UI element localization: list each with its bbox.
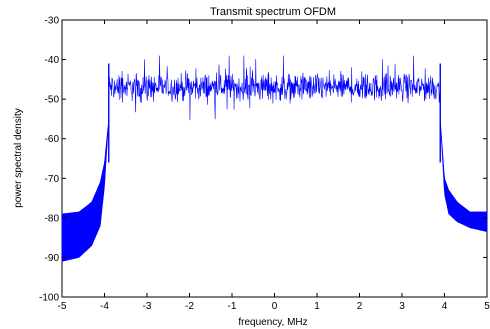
- chart-title: Transmit spectrum OFDM: [210, 6, 336, 18]
- y-tick-label: -30: [45, 16, 60, 27]
- x-tick-label: 2: [357, 301, 363, 312]
- y-tick-label: -40: [45, 55, 60, 66]
- passband-trace: [108, 55, 441, 123]
- x-tick-label: -3: [143, 301, 152, 312]
- y-tick-label: -50: [45, 95, 60, 106]
- x-tick-label: 4: [442, 301, 448, 312]
- x-tick-label: 5: [484, 301, 490, 312]
- y-tick-label: -100: [39, 293, 59, 304]
- x-tick-label: -2: [185, 301, 194, 312]
- x-tick-label: -1: [228, 301, 237, 312]
- right-skirt-band: [440, 118, 488, 233]
- x-tick-label: 1: [314, 301, 320, 312]
- x-tick-label: 3: [399, 301, 405, 312]
- plot-area: -5 -4 -3 -2 -1 0 1 2 3 4 5 -100 -90 -80 -70 -60 -50 -40 -3…: [39, 16, 490, 313]
- y-tick-label: -90: [45, 253, 60, 264]
- spectrum-series: [61, 55, 488, 262]
- plot-frame: [61, 19, 488, 298]
- y-tick-label: -60: [45, 134, 60, 145]
- x-tick-label: -5: [58, 301, 67, 312]
- y-tick-label: -80: [45, 213, 60, 224]
- y-axis-label: power spectral density: [13, 108, 24, 208]
- x-tick-label: 0: [272, 301, 278, 312]
- x-axis-label: frequency, MHz: [238, 317, 307, 328]
- y-tick-label: -70: [45, 174, 60, 185]
- x-tick-label: -4: [100, 301, 109, 312]
- axis-ticks: -5 -4 -3 -2 -1 0 1 2 3 4 5 -100 -90 -80 -70 -60 -50 -40 -3…: [39, 16, 490, 313]
